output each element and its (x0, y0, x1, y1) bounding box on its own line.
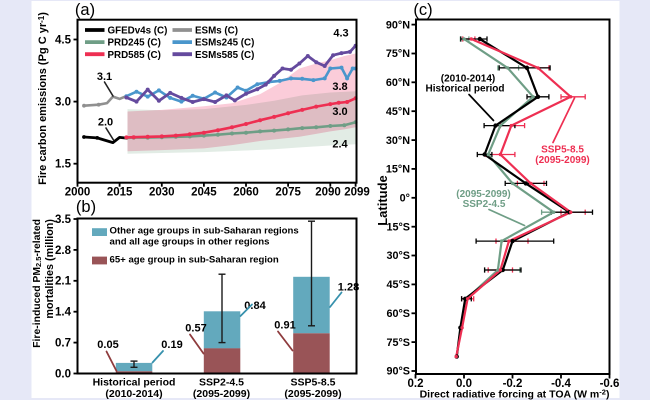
svg-text:60°S: 60°S (386, 308, 410, 320)
svg-text:0.0: 0.0 (55, 368, 71, 380)
svg-text:2099: 2099 (344, 186, 370, 198)
svg-text:0.84: 0.84 (244, 300, 266, 312)
svg-text:-0.4: -0.4 (551, 378, 571, 390)
svg-text:Direct radiative forcing at TO: Direct radiative forcing at TOA (W m-2) (420, 387, 610, 400)
svg-text:ESMs245 (C): ESMs245 (C) (195, 38, 254, 49)
svg-text:75°N: 75°N (386, 48, 410, 60)
svg-text:30°S: 30°S (386, 250, 410, 262)
svg-text:0.7: 0.7 (55, 338, 71, 350)
svg-text:0.2: 0.2 (408, 378, 424, 390)
svg-text:and all age groups in other re: and all age groups in other regions (110, 236, 270, 247)
svg-text:3.0: 3.0 (55, 97, 71, 109)
svg-text:45°S: 45°S (386, 279, 410, 291)
svg-text:SSP2-4.5: SSP2-4.5 (463, 199, 506, 210)
svg-text:Other age groups in sub-Sahara: Other age groups in sub-Saharan regions (110, 226, 299, 237)
svg-text:mortalities (million): mortalities (million) (44, 219, 56, 319)
svg-text:-0.2: -0.2 (503, 378, 523, 390)
svg-text:0.05: 0.05 (97, 339, 118, 351)
svg-text:(c): (c) (413, 1, 432, 19)
svg-text:-0.6: -0.6 (600, 378, 620, 390)
svg-text:1.28: 1.28 (338, 282, 359, 294)
svg-text:2.4: 2.4 (332, 139, 348, 151)
svg-text:(2010-2014): (2010-2014) (441, 74, 495, 85)
svg-text:4.3: 4.3 (333, 28, 348, 40)
svg-text:0.0: 0.0 (456, 378, 472, 390)
svg-text:0.91: 0.91 (274, 320, 295, 332)
svg-text:1.5: 1.5 (55, 159, 72, 171)
svg-text:0.19: 0.19 (161, 339, 182, 351)
svg-text:3.8: 3.8 (332, 81, 347, 93)
svg-text:0.57: 0.57 (185, 323, 206, 335)
svg-text:2060: 2060 (233, 186, 259, 198)
svg-text:2075: 2075 (275, 186, 301, 198)
svg-text:60°N: 60°N (386, 77, 410, 89)
svg-text:3.0: 3.0 (332, 106, 347, 118)
svg-text:2000: 2000 (65, 186, 91, 198)
svg-text:SSP5-8.5: SSP5-8.5 (541, 145, 584, 156)
svg-text:(2095-2099): (2095-2099) (456, 189, 510, 200)
svg-text:PRD245 (C): PRD245 (C) (108, 38, 161, 49)
svg-text:2030: 2030 (149, 186, 175, 198)
svg-text:1.4: 1.4 (55, 307, 72, 319)
svg-text:ESMs (C): ESMs (C) (195, 26, 238, 37)
svg-text:Latitude: Latitude (375, 175, 390, 226)
svg-text:15°S: 15°S (386, 221, 410, 233)
svg-text:2015: 2015 (107, 186, 133, 198)
svg-text:75°S: 75°S (386, 337, 410, 349)
svg-text:(2095-2099): (2095-2099) (193, 388, 250, 400)
svg-text:65+ age group in sub-Saharan r: 65+ age group in sub-Saharan region (110, 254, 279, 265)
svg-text:2045: 2045 (191, 186, 217, 198)
svg-text:3.1: 3.1 (97, 71, 112, 83)
svg-text:2.0: 2.0 (98, 117, 113, 129)
svg-text:90°S: 90°S (386, 366, 410, 378)
svg-text:2090: 2090 (315, 186, 341, 198)
svg-text:45°N: 45°N (386, 106, 410, 118)
svg-text:(a): (a) (75, 1, 95, 19)
svg-text:(2010-2014): (2010-2014) (105, 388, 162, 400)
svg-text:Historical period: Historical period (93, 377, 176, 389)
svg-text:2.8: 2.8 (55, 245, 72, 257)
svg-text:Fire-induced PM2.5-related: Fire-induced PM2.5-related (32, 219, 43, 348)
svg-text:Historical period: Historical period (426, 84, 505, 95)
svg-text:SSP2-4.5: SSP2-4.5 (199, 377, 244, 389)
svg-text:(b): (b) (76, 198, 96, 216)
svg-text:4.5: 4.5 (55, 34, 72, 46)
svg-text:15°N: 15°N (386, 164, 410, 176)
svg-text:90°N: 90°N (386, 19, 410, 31)
svg-text:PRD585 (C): PRD585 (C) (108, 50, 161, 61)
svg-text:Fire carbon emissions (Pg C yr: Fire carbon emissions (Pg C yr-1) (37, 12, 49, 185)
svg-text:(2095-2099): (2095-2099) (284, 388, 341, 400)
svg-text:ESMs585 (C): ESMs585 (C) (195, 50, 254, 61)
svg-text:3.5: 3.5 (55, 214, 72, 226)
svg-text:SSP5-8.5: SSP5-8.5 (291, 377, 336, 389)
svg-text:0°: 0° (400, 193, 410, 205)
svg-text:(2095-2099): (2095-2099) (535, 155, 589, 166)
svg-text:30°N: 30°N (386, 135, 410, 147)
svg-text:2.1: 2.1 (55, 276, 72, 288)
svg-text:GFEDv4s (C): GFEDv4s (C) (108, 26, 168, 37)
